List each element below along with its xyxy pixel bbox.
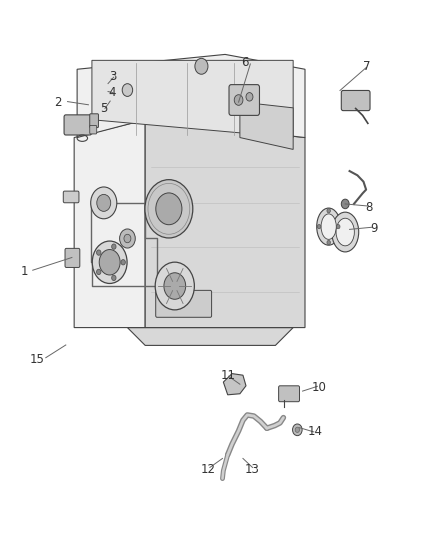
Circle shape [112, 275, 116, 280]
FancyBboxPatch shape [279, 386, 300, 402]
Text: 2: 2 [54, 95, 62, 109]
FancyBboxPatch shape [341, 91, 370, 111]
Circle shape [293, 424, 302, 435]
Polygon shape [145, 120, 305, 328]
Text: 4: 4 [109, 86, 116, 99]
Text: 10: 10 [312, 381, 327, 394]
Polygon shape [240, 102, 293, 149]
FancyBboxPatch shape [63, 191, 79, 203]
Text: 6: 6 [241, 56, 249, 69]
Text: 3: 3 [109, 70, 116, 83]
FancyBboxPatch shape [156, 290, 212, 317]
Circle shape [234, 95, 243, 106]
Text: 5: 5 [100, 102, 107, 115]
FancyBboxPatch shape [65, 248, 80, 268]
Circle shape [92, 241, 127, 284]
Text: 7: 7 [363, 60, 371, 72]
Ellipse shape [332, 212, 359, 252]
Circle shape [97, 250, 101, 255]
Circle shape [246, 93, 253, 101]
Text: 14: 14 [307, 425, 322, 439]
Circle shape [99, 249, 120, 275]
Circle shape [121, 260, 125, 265]
Polygon shape [77, 54, 305, 138]
Circle shape [295, 427, 300, 432]
Circle shape [318, 224, 321, 229]
Circle shape [195, 58, 208, 74]
Circle shape [336, 224, 340, 229]
Circle shape [97, 269, 101, 274]
Ellipse shape [336, 218, 354, 246]
Polygon shape [74, 120, 145, 328]
Circle shape [122, 84, 133, 96]
Ellipse shape [321, 214, 336, 239]
Text: 13: 13 [244, 463, 259, 475]
Circle shape [156, 193, 182, 225]
Circle shape [91, 187, 117, 219]
Polygon shape [127, 328, 293, 345]
Circle shape [124, 235, 131, 243]
Polygon shape [92, 60, 293, 138]
Circle shape [327, 240, 330, 245]
FancyBboxPatch shape [90, 125, 97, 134]
Ellipse shape [317, 208, 341, 245]
Circle shape [164, 273, 186, 299]
Circle shape [145, 180, 193, 238]
Text: 12: 12 [201, 463, 215, 475]
Circle shape [341, 199, 349, 209]
Polygon shape [223, 374, 246, 395]
Text: 9: 9 [370, 222, 377, 235]
Text: 11: 11 [220, 369, 235, 382]
FancyBboxPatch shape [90, 114, 99, 127]
FancyBboxPatch shape [64, 115, 92, 135]
Circle shape [112, 244, 116, 249]
Text: 8: 8 [365, 200, 373, 214]
Text: 1: 1 [20, 265, 28, 278]
Text: 15: 15 [30, 353, 45, 366]
Circle shape [97, 195, 111, 212]
Circle shape [120, 229, 135, 248]
FancyBboxPatch shape [229, 85, 259, 115]
Circle shape [155, 262, 194, 310]
Circle shape [327, 208, 330, 213]
